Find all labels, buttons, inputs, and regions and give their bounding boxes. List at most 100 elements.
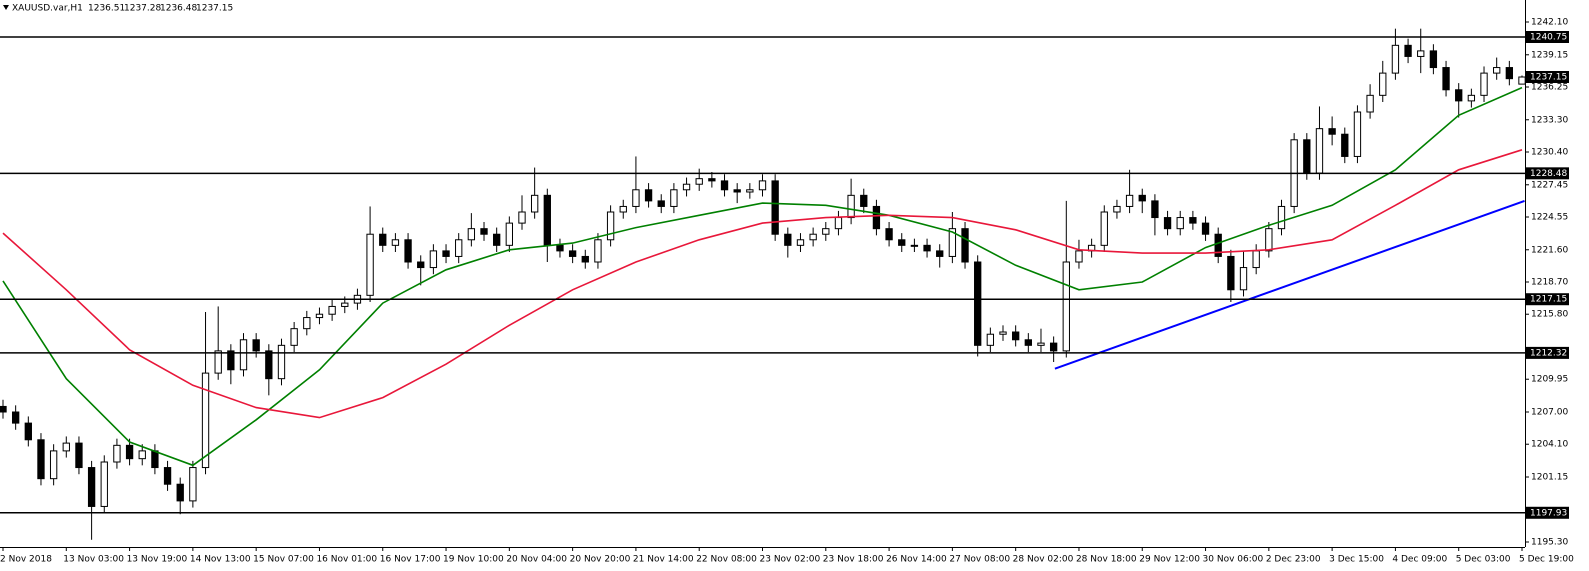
candle-body [1062,261,1070,352]
candle-body [1505,67,1514,80]
x-tick-label: 13 Nov 03:00 [63,555,124,565]
y-tick-label: 1218.70 [1531,278,1568,288]
candle-body [923,244,931,252]
x-tick-label: 13 Nov 19:00 [127,555,188,565]
y-tick-label: 1209.95 [1531,375,1568,385]
candle-body [1163,217,1172,230]
x-tick-label: 2 Nov 2018 [0,555,52,565]
menu-arrow[interactable] [3,5,9,10]
candle-body [379,233,387,246]
x-tick-label: 4 Dec 09:00 [1392,555,1447,565]
candle-body [201,372,210,469]
x-tick-label: 19 Nov 10:00 [443,555,504,565]
candle-body [961,228,969,263]
candle-body [771,180,779,235]
candle-body [151,450,159,469]
x-tick-label: 16 Nov 01:00 [316,555,377,565]
candle-body [720,180,729,191]
candle-body [670,189,678,207]
candle-body [404,239,412,263]
candle-body [176,483,184,502]
candle-body [24,422,32,441]
candle-body [1189,217,1197,224]
candle-body [163,467,172,485]
x-tick-label: 20 Nov 20:00 [570,555,631,565]
y-tick-label: 1236.25 [1531,83,1568,93]
y-tick-label: 1227.45 [1531,180,1568,190]
candle-body [75,442,83,469]
candle-body [37,439,45,480]
candle-body [505,222,513,246]
candle-body [948,228,957,257]
candle-body [1277,205,1286,230]
level-label: 1228.48 [1530,169,1567,179]
candle-body [455,239,463,257]
candle-body [1024,339,1032,346]
candle-body [733,189,741,193]
candle-body [898,239,906,246]
candle-body [847,194,855,219]
x-tick-label: 27 Nov 08:00 [949,555,1010,565]
candle-body [429,250,438,269]
candle-body [1429,50,1438,69]
trendline [1054,199,1525,370]
candle-body [1328,128,1336,135]
candle-body [1075,250,1083,263]
x-tick-label: 15 Nov 07:00 [253,555,314,565]
candle-body [657,200,665,207]
candle-body [1379,72,1387,96]
candle-body [1214,233,1222,257]
candle-body [1239,267,1248,291]
candle-body [1201,222,1210,235]
candle-body [303,317,311,330]
y-tick-label: 1204.10 [1531,440,1568,450]
x-tick-label: 22 Nov 08:00 [696,555,757,565]
x-tick-label: 16 Nov 17:00 [380,555,441,565]
candle-body [1315,128,1324,174]
candle-body [758,180,767,191]
candle-body [796,239,805,246]
candle-body [113,444,121,463]
candle-body [556,244,564,252]
candle-body [581,255,589,263]
candle-body [1125,194,1134,207]
y-tick-label: 1201.15 [1531,473,1568,483]
x-tick-label: 14 Nov 13:00 [190,555,251,565]
x-tick-label: 28 Nov 18:00 [1076,555,1137,565]
candle-body [315,313,324,319]
candle-body [809,233,817,241]
candle-body [708,178,716,182]
candle-body [1404,44,1412,57]
ohlc-close: 1237.15 [196,4,233,14]
current-price-bg [1526,71,1569,83]
y-tick-label: 1215.80 [1531,310,1568,320]
candle-body [999,331,1007,335]
candle-body [872,205,881,230]
candle-body [834,217,843,230]
x-tick-label: 5 Dec 19:00 [1519,555,1574,565]
x-tick-label: 5 Dec 03:00 [1456,555,1511,565]
candle-body [986,333,995,346]
x-tick-label: 20 Nov 04:00 [506,555,567,565]
candle-body [568,250,577,257]
candle-body [594,239,602,263]
candle-body [341,302,349,307]
candle-body [644,189,653,202]
candle-body [467,228,476,241]
candle-body [1252,250,1260,269]
candle-body [530,194,539,213]
candle-body [1176,217,1184,230]
candle-body [822,228,830,235]
x-tick-label: 21 Nov 14:00 [633,555,694,565]
candle-body [417,261,425,269]
candle-body [62,442,70,452]
candle-body [100,461,108,507]
candle-body [1151,200,1159,219]
moving-average [2,149,1523,419]
candle-body [1037,342,1045,346]
candle-body [543,194,551,246]
x-tick-label: 26 Nov 14:00 [886,555,947,565]
candle-body [480,228,488,235]
level-label: 1197.93 [1530,508,1567,518]
